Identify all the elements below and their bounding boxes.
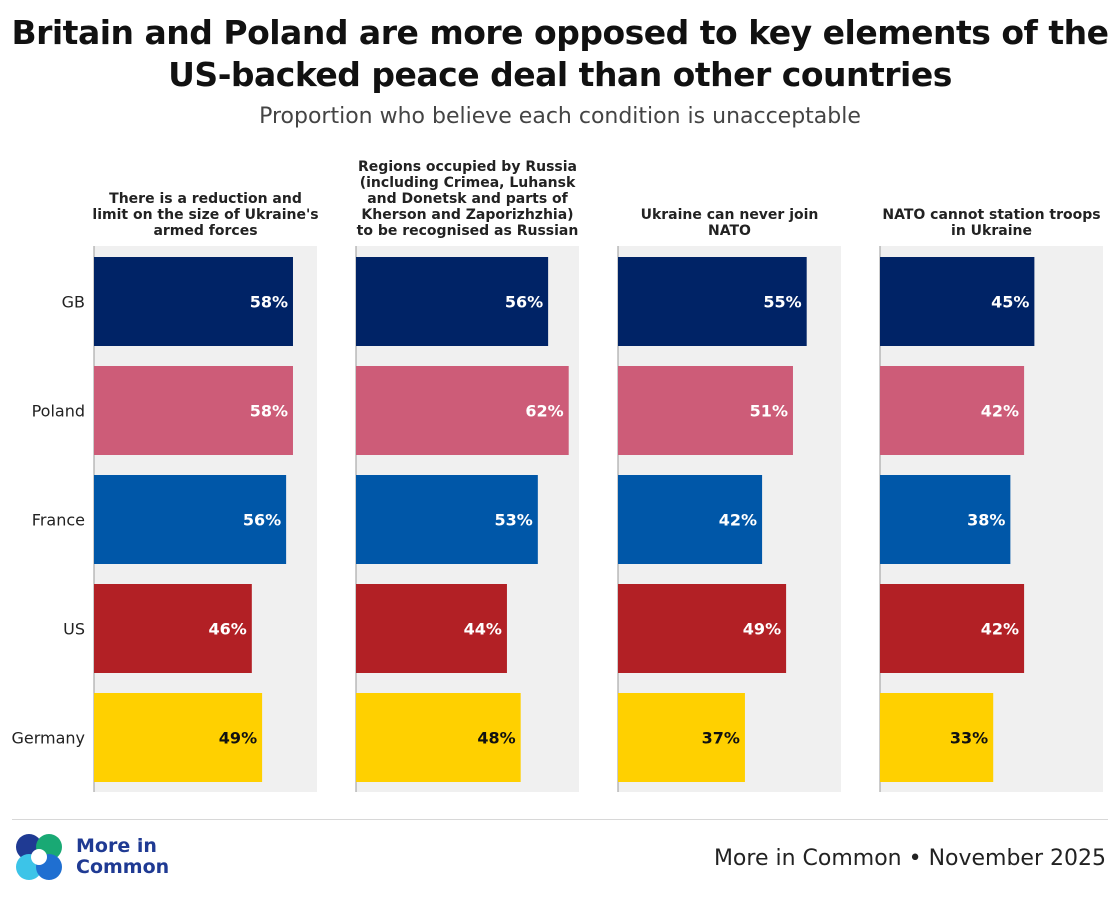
bar-panel-4-poland xyxy=(880,366,1025,455)
bar-panel-2-poland xyxy=(356,366,569,455)
bar-label-panel-2-us: 44% xyxy=(464,620,502,639)
panel-title-1-line-3: armed forces xyxy=(153,223,257,239)
bar-label-panel-4-us: 42% xyxy=(981,620,1019,639)
bar-label-panel-2-france: 53% xyxy=(495,511,533,530)
country-label-germany: Germany xyxy=(11,729,85,748)
bar-label-panel-3-france: 42% xyxy=(719,511,757,530)
bar-panel-4-germany xyxy=(880,693,994,782)
bar-panel-1-france xyxy=(94,475,287,564)
source-credit: More in Common • November 2025 xyxy=(713,846,1106,871)
bar-label-panel-4-poland: 42% xyxy=(981,402,1019,421)
panel-title-2-line-1: Regions occupied by Russia xyxy=(358,159,577,175)
bar-panel-1-gb xyxy=(94,257,293,346)
bar-label-panel-1-us: 46% xyxy=(209,620,247,639)
bar-label-panel-4-gb: 45% xyxy=(991,293,1029,312)
brand-logo: More in Common xyxy=(12,830,212,890)
panel-title-4-line-1: NATO cannot station troops xyxy=(882,207,1100,223)
bar-label-panel-1-france: 56% xyxy=(243,511,281,530)
panel-title-2-line-4: Kherson and Zaporizhzhia) xyxy=(361,207,573,223)
bar-label-panel-1-germany: 49% xyxy=(219,729,257,748)
bar-label-panel-3-germany: 37% xyxy=(702,729,740,748)
panel-title-3-line-1: Ukraine can never join xyxy=(641,207,819,223)
bar-panel-4-france xyxy=(880,475,1011,564)
panel-title-3-line-2: NATO xyxy=(708,223,751,239)
chart-title: Britain and Poland are more opposed to k… xyxy=(11,13,1109,94)
bar-panel-4-us xyxy=(880,584,1025,673)
bar-label-panel-1-gb: 58% xyxy=(250,293,288,312)
chart-subtitle: Proportion who believe each condition is… xyxy=(259,104,861,129)
panel-title-2-line-2: (including Crimea, Luhansk xyxy=(360,175,576,191)
brand-name: More in Common xyxy=(76,836,206,878)
bar-label-panel-4-france: 38% xyxy=(967,511,1005,530)
footer-divider xyxy=(12,819,1108,820)
brand-name-line-1: More in xyxy=(76,835,157,857)
country-label-gb: GB xyxy=(62,293,85,312)
bar-panel-1-us xyxy=(94,584,252,673)
bar-label-panel-3-gb: 55% xyxy=(763,293,801,312)
bar-label-panel-1-poland: 58% xyxy=(250,402,288,421)
country-label-france: France xyxy=(32,511,85,530)
bar-panel-1-germany xyxy=(94,693,263,782)
more-in-common-logo-icon xyxy=(16,834,62,880)
bar-panel-3-us xyxy=(618,584,787,673)
bar-panel-2-us xyxy=(356,584,507,673)
panel-title-1-line-2: limit on the size of Ukraine's xyxy=(92,207,318,223)
bar-label-panel-2-gb: 56% xyxy=(505,293,543,312)
country-label-us: US xyxy=(63,620,85,639)
bar-panel-3-gb xyxy=(618,257,807,346)
brand-name-line-2: Common xyxy=(76,856,170,878)
bar-panel-2-france xyxy=(356,475,538,564)
panel-title-4-line-2: in Ukraine xyxy=(951,223,1032,239)
bar-label-panel-2-germany: 48% xyxy=(477,729,515,748)
bar-label-panel-4-germany: 33% xyxy=(950,729,988,748)
panel-title-2-line-3: and Donetsk and parts of xyxy=(367,191,568,207)
bar-panel-1-poland xyxy=(94,366,293,455)
bar-panel-3-poland xyxy=(618,366,793,455)
bar-chart: GB Poland France US Germany There is a reduct… xyxy=(11,159,1103,792)
bar-panel-3-germany xyxy=(618,693,745,782)
panel-title-1-line-1: There is a reduction and xyxy=(109,191,302,207)
bar-label-panel-2-poland: 62% xyxy=(525,402,563,421)
bar-label-panel-3-us: 49% xyxy=(743,620,781,639)
bar-panel-3-france xyxy=(618,475,763,564)
bar-panel-4-gb xyxy=(880,257,1035,346)
country-label-poland: Poland xyxy=(32,402,85,421)
bar-label-panel-3-poland: 51% xyxy=(750,402,788,421)
bar-panel-2-germany xyxy=(356,693,521,782)
panel-title-2-line-5: to be recognised as Russian xyxy=(357,223,579,239)
logo-center xyxy=(31,849,47,865)
bar-panel-2-gb xyxy=(356,257,549,346)
